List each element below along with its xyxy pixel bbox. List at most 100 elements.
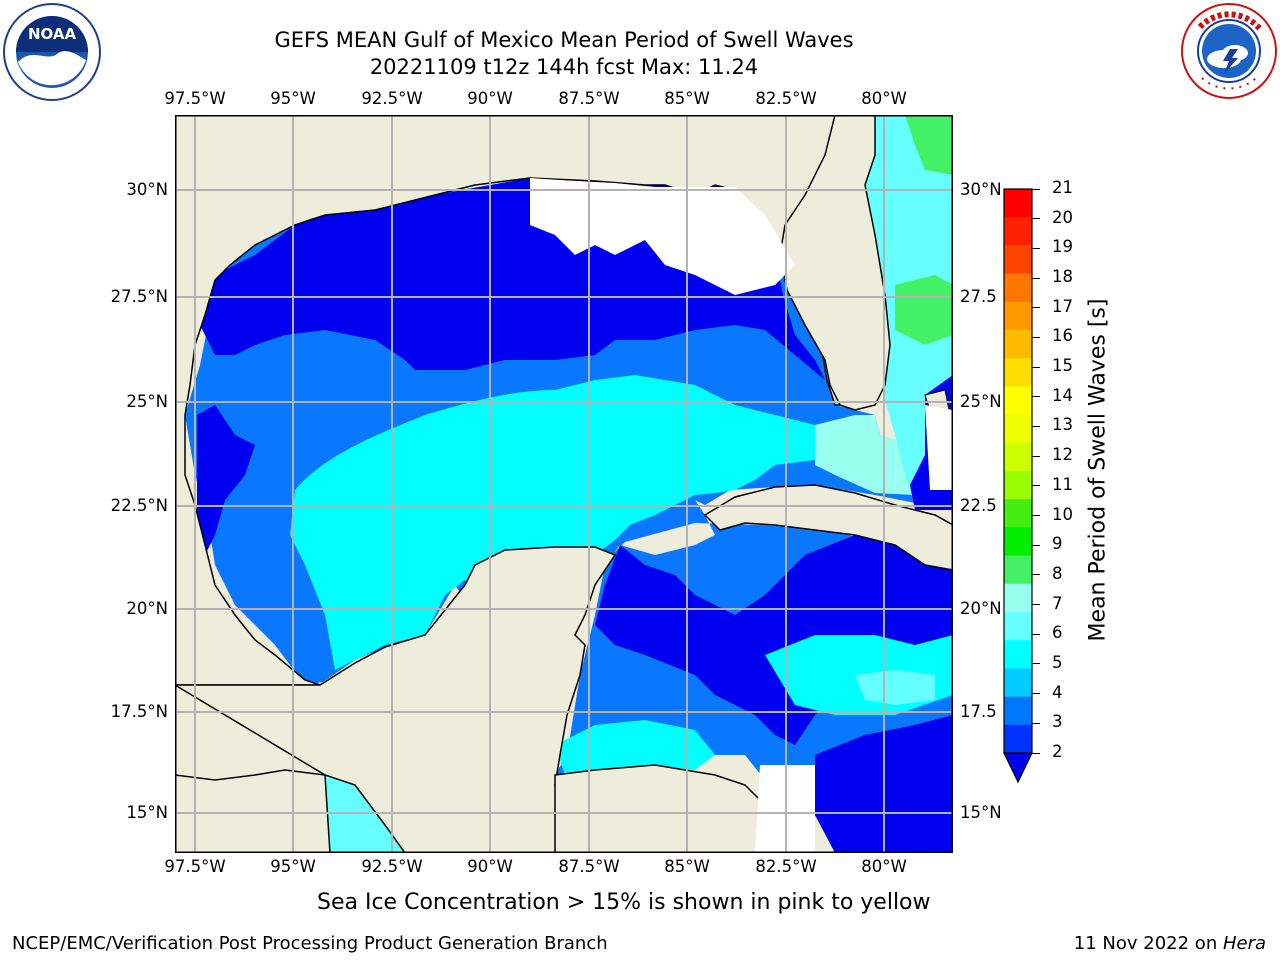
- colorbar-tick-label: 21: [1052, 178, 1073, 197]
- colorbar-tick: [1032, 752, 1040, 754]
- colorbar-tick-label: 8: [1052, 563, 1063, 583]
- map-subtitle: 20221109 t12z 144h fcst Max: 11.24: [369, 55, 759, 79]
- colorbar-tick: [1032, 663, 1040, 665]
- colorbar-tick: [1032, 544, 1040, 546]
- lon-label-top-92.5W: 92.5°W: [361, 89, 423, 108]
- lat-label-right-20N: 20°N: [960, 599, 1002, 618]
- colorbar-tick-label: 11: [1052, 474, 1073, 494]
- lon-label-top-95W: 95°W: [270, 89, 316, 108]
- colorbar-band: [1004, 386, 1032, 416]
- lat-label-right-17.5N: 17.5: [960, 702, 997, 721]
- lon-label-bottom-90W: 90°W: [467, 857, 513, 876]
- cyan-caribbean-2: [555, 720, 715, 775]
- colorbar-band: [1004, 612, 1032, 641]
- sea-ice-caption: Sea Ice Concentration > 15% is shown in …: [317, 890, 931, 915]
- colorbar-tick-label: 18: [1052, 267, 1073, 287]
- colorbar-band: [1004, 471, 1032, 500]
- colorbar-tick-label: 20: [1052, 207, 1073, 227]
- colorbar-tick: [1032, 485, 1040, 487]
- colorbar-tick-label: 5: [1052, 652, 1063, 672]
- colorbar-tick-label: 12: [1052, 445, 1073, 465]
- colorbar-tick: [1032, 425, 1040, 427]
- noaa-logo: NOAA: [3, 3, 101, 101]
- colorbar-tick-label: 14: [1052, 385, 1073, 405]
- colorbar-band: [1004, 442, 1032, 472]
- colorbar-tick: [1032, 633, 1040, 635]
- lon-label-top-97.5W: 97.5°W: [164, 89, 226, 108]
- lat-label-left-17.5N: 17.5°N: [110, 702, 168, 721]
- footer-branch: NCEP/EMC/Verification Post Processing Pr…: [12, 933, 608, 954]
- colorbar-band: [1004, 668, 1032, 698]
- lon-label-top-85W: 85°W: [664, 89, 710, 108]
- lon-label-top-82.5W: 82.5°W: [755, 89, 817, 108]
- aqua-keys: [815, 415, 915, 495]
- colorbar-tick: [1032, 455, 1040, 457]
- colorbar-tick-label: 17: [1052, 296, 1073, 316]
- colorbar-band: [1004, 330, 1032, 359]
- atlantic-green-2: [895, 275, 953, 345]
- colorbar-tick: [1032, 247, 1040, 249]
- colorbar-band: [1004, 189, 1032, 218]
- colorbar-band: [1004, 245, 1032, 275]
- atlantic-green: [905, 115, 953, 175]
- footer-date-text: 11 Nov 2022 on: [1073, 933, 1223, 954]
- colorbar-band: [1004, 499, 1032, 528]
- colorbar-tick: [1032, 604, 1040, 606]
- lon-label-bottom-82.5W: 82.5°W: [755, 857, 817, 876]
- colorbar-tick: [1032, 307, 1040, 309]
- lon-label-top-80W: 80°W: [861, 89, 907, 108]
- colorbar-tick-label: 6: [1052, 623, 1063, 643]
- colorbar-tick: [1032, 277, 1040, 279]
- lat-label-right-30N: 30°N: [960, 180, 1002, 199]
- gulf-map: [175, 115, 953, 853]
- colorbar-tick: [1032, 366, 1040, 368]
- lon-label-bottom-97.5W: 97.5°W: [164, 857, 226, 876]
- lon-label-bottom-80W: 80°W: [861, 857, 907, 876]
- footer-host: Hera: [1222, 933, 1266, 954]
- cyan-caribbean-3: [855, 670, 935, 705]
- land-mexico-yucatan: [175, 546, 776, 853]
- colorbar-extend-arrow: [1003, 752, 1033, 784]
- colorbar-band: [1004, 358, 1032, 387]
- colorbar-band: [1004, 217, 1032, 246]
- colorbar-band: [1004, 414, 1032, 444]
- dark-blue-caribbean: [595, 530, 953, 745]
- lon-label-bottom-95W: 95°W: [270, 857, 316, 876]
- colorbar-title: Mean Period of Swell Waves [s]: [1085, 298, 1111, 642]
- colorbar-band: [1004, 273, 1032, 303]
- map-title: GEFS MEAN Gulf of Mexico Mean Period of …: [274, 28, 854, 52]
- nws-logo: [1181, 3, 1277, 99]
- colorbar-tick-label: 7: [1052, 593, 1063, 613]
- footer-date: 11 Nov 2022 on Hera: [1074, 933, 1266, 954]
- colorbar-tick: [1032, 218, 1040, 220]
- lat-label-left-25N: 25°N: [126, 392, 168, 411]
- lat-label-left-20N: 20°N: [126, 599, 168, 618]
- colorbar-tick-label: 3: [1052, 712, 1063, 732]
- lat-label-left-30N: 30°N: [126, 180, 168, 199]
- colorbar: [1003, 188, 1033, 784]
- colorbar-tick-label: 10: [1052, 504, 1073, 524]
- colorbar-tick-label: 4: [1052, 682, 1063, 702]
- colorbar-band: [1004, 696, 1032, 726]
- lat-label-left-27.5N: 27.5°N: [110, 287, 168, 306]
- colorbar-band: [1004, 724, 1032, 754]
- lat-label-left-22.5N: 22.5°N: [110, 496, 168, 515]
- colorbar-tick: [1032, 396, 1040, 398]
- colorbar-tick-label: 16: [1052, 326, 1073, 346]
- colorbar-band: [1004, 555, 1032, 585]
- colorbar-tick: [1032, 515, 1040, 517]
- land-florida: [779, 115, 891, 411]
- lat-label-right-25N: 25°N: [960, 392, 1002, 411]
- colorbar-tick-label: 15: [1052, 356, 1073, 376]
- colorbar-tick-label: 9: [1052, 534, 1063, 554]
- colorbar-tick-label: 13: [1052, 415, 1073, 435]
- lon-label-top-90W: 90°W: [467, 89, 513, 108]
- colorbar-tick: [1032, 188, 1040, 190]
- lat-label-right-15N: 15°N: [960, 803, 1002, 822]
- lat-label-right-22.5N: 22.5: [960, 496, 997, 515]
- colorbar-tick-label: 19: [1052, 237, 1073, 257]
- lon-label-bottom-92.5W: 92.5°W: [361, 857, 423, 876]
- map-border: [175, 115, 953, 853]
- colorbar-band: [1004, 527, 1032, 557]
- lon-label-bottom-87.5W: 87.5°W: [558, 857, 620, 876]
